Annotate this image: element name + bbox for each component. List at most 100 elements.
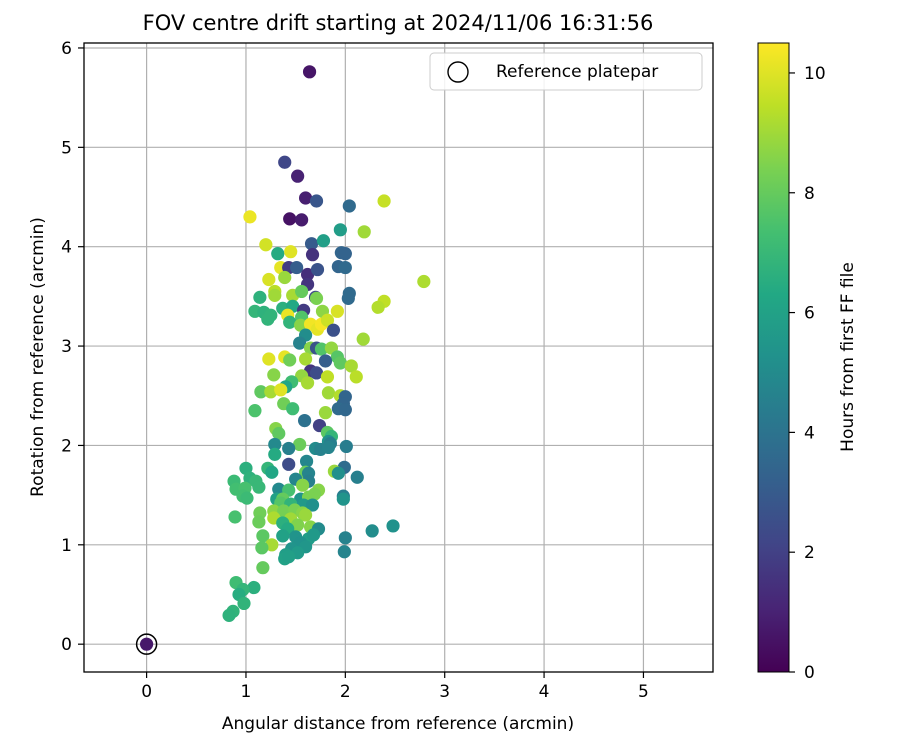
scatter-point — [310, 262, 325, 277]
scatter-point — [264, 385, 278, 399]
y-tick-label: 6 — [61, 39, 72, 59]
scatter-point — [338, 531, 352, 545]
scatter-point — [330, 304, 344, 318]
y-axis-ticks: 0 1 2 3 4 5 6 — [61, 39, 84, 655]
scatter-point — [338, 247, 352, 261]
scatter-point — [299, 454, 314, 468]
scatter-point — [261, 312, 275, 326]
scatter-point — [278, 155, 292, 169]
scatter-point — [318, 354, 333, 368]
scatter-point — [318, 406, 333, 420]
scatter-point — [243, 210, 257, 224]
y-tick-label: 3 — [61, 337, 72, 357]
scatter-point — [300, 267, 315, 282]
scatter-point — [256, 529, 270, 543]
colorbar-tick-label: 2 — [804, 543, 815, 563]
scatter-point — [320, 370, 335, 384]
colorbar — [757, 42, 790, 673]
scatter-point — [239, 461, 253, 475]
scatter-point — [262, 272, 276, 287]
scatter-point — [417, 274, 431, 289]
scatter-point — [305, 248, 320, 262]
y-tick-label: 1 — [61, 536, 72, 556]
scatter-point — [253, 290, 267, 304]
reference-marker — [135, 633, 158, 655]
scatter-point — [278, 270, 292, 285]
x-axis-ticks: 0 1 2 3 4 5 — [141, 672, 649, 702]
legend-box — [429, 52, 703, 91]
scatter-point — [377, 194, 391, 208]
scatter-point — [298, 352, 313, 366]
scatter-point — [254, 385, 268, 399]
chart-title: FOV centre drift starting at 2024/11/06 … — [143, 11, 654, 35]
scatter-point — [341, 291, 355, 305]
scatter-point — [294, 318, 308, 332]
scatter-point — [268, 447, 282, 461]
scatter-point — [286, 402, 300, 416]
scatter-point — [320, 313, 335, 327]
legend-entry-label: Reference platepar — [496, 62, 658, 82]
colorbar-ticks: 0 2 4 6 8 10 — [789, 64, 826, 683]
x-tick-label: 3 — [439, 682, 450, 702]
scatter-point — [321, 386, 336, 400]
scatter-point — [300, 376, 315, 390]
scatter-point — [365, 524, 379, 538]
plot-frame — [83, 42, 714, 673]
scatter-point — [283, 315, 297, 329]
colorbar-label: Hours from first FF file — [838, 262, 858, 452]
scatter-point — [339, 439, 353, 454]
y-tick-label: 4 — [61, 238, 72, 258]
scatter-point — [306, 528, 321, 542]
scatter-point — [338, 260, 352, 275]
scatter-point — [262, 352, 276, 366]
scatter-point — [252, 515, 266, 529]
scatter-point — [314, 342, 329, 356]
scatter-point — [274, 383, 288, 397]
scatter-point — [357, 225, 371, 239]
scatter-point — [349, 370, 363, 384]
scatter-point — [282, 550, 296, 564]
scatter-point — [268, 288, 282, 302]
colorbar-tick-label: 8 — [804, 184, 815, 204]
scatter-point — [282, 457, 296, 471]
scatter-point — [267, 368, 281, 382]
colorbar-tick-label: 0 — [804, 663, 815, 683]
scatter-point — [316, 234, 331, 248]
scatter-point — [259, 238, 273, 252]
scatter-point — [296, 478, 310, 492]
scatter-point — [386, 519, 400, 533]
scatter-point — [282, 441, 296, 456]
x-tick-label: 0 — [141, 682, 152, 702]
scatter-point — [298, 191, 313, 205]
scatter-point — [276, 529, 290, 543]
scatter-point — [337, 545, 351, 559]
scatter-point — [252, 480, 266, 494]
scatter-point — [228, 510, 242, 524]
scatter-point — [309, 194, 324, 208]
scatter-point — [283, 212, 297, 226]
scatter-point — [290, 260, 304, 275]
scatter-point — [333, 223, 347, 237]
scatter-point — [331, 466, 345, 480]
y-tick-label: 5 — [61, 138, 72, 158]
colorbar-tick-label: 4 — [804, 423, 815, 443]
scatter-point — [291, 518, 305, 532]
scatter-point — [272, 426, 286, 441]
scatter-point — [222, 608, 236, 622]
x-tick-label: 5 — [638, 682, 649, 702]
reference-platepar-marker — [135, 633, 158, 655]
x-axis-label: Angular distance from reference (arcmin) — [222, 714, 574, 734]
scatter-point — [271, 247, 285, 261]
colorbar-tick-label: 6 — [804, 304, 815, 324]
scatter-point — [356, 332, 370, 346]
scatter-point — [333, 356, 347, 370]
legend-marker-icon — [447, 61, 469, 83]
scatter-point — [321, 440, 336, 455]
scatter-point — [309, 291, 324, 305]
scatter-point — [297, 413, 312, 428]
scatter-point — [293, 336, 307, 350]
y-tick-label: 2 — [61, 436, 72, 456]
scatter-point — [237, 596, 251, 611]
scatter-point — [344, 359, 358, 373]
